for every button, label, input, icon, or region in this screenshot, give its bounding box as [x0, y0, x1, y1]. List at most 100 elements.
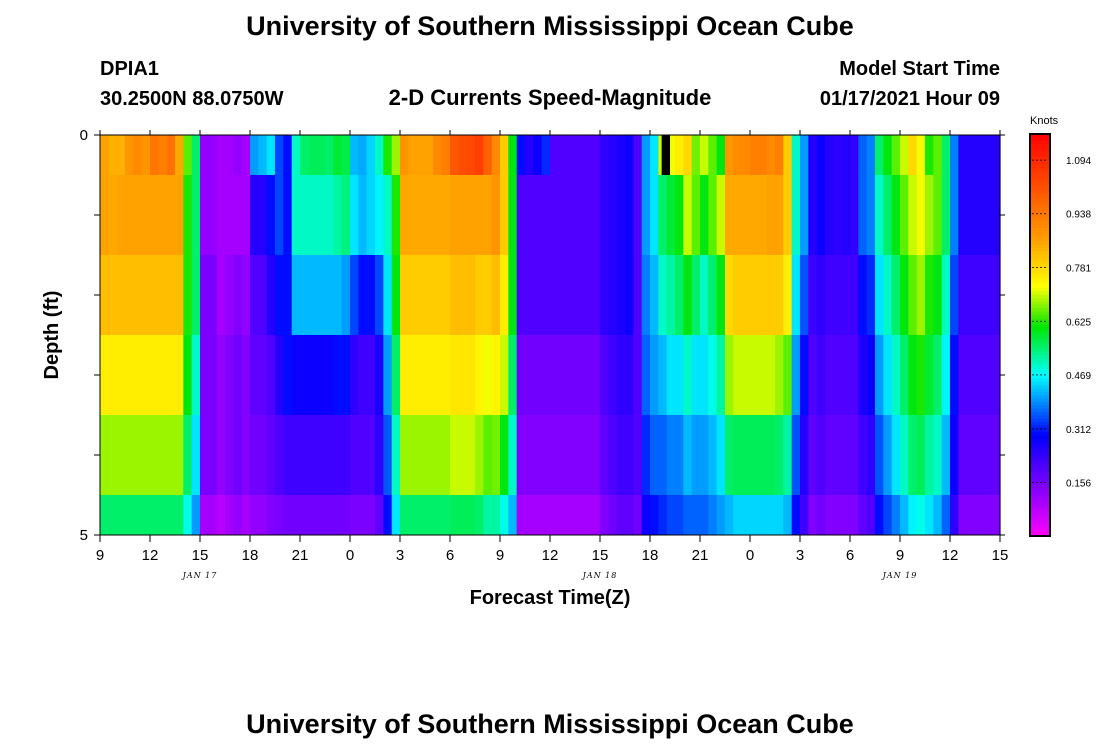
colorbar-segment	[1030, 314, 1050, 319]
heatmap-cell	[658, 175, 668, 256]
colorbar-tick-label: 0.625	[1066, 317, 1091, 328]
heatmap-cell	[808, 415, 818, 496]
heatmap-cell	[625, 335, 634, 416]
heatmap-cell	[100, 175, 109, 256]
heatmap-cell	[758, 255, 768, 336]
x-tick-label: 18	[642, 547, 659, 564]
heatmap-cell	[691, 335, 701, 416]
heatmap-cell	[391, 255, 401, 336]
colorbar-segment	[1030, 495, 1050, 500]
heatmap-cell	[191, 495, 201, 536]
heatmap-cell	[591, 415, 601, 496]
heatmap-cell	[658, 335, 668, 416]
heatmap-cell	[766, 495, 776, 536]
heatmap-cell	[991, 255, 1001, 336]
heatmap-cell	[591, 175, 601, 256]
colorbar-segment	[1030, 512, 1050, 517]
heatmap-cell	[683, 495, 693, 536]
colorbar-segment	[1030, 144, 1050, 148]
heatmap-cell	[516, 175, 526, 256]
heatmap-cell	[475, 335, 484, 416]
colorbar-segment	[1030, 331, 1050, 336]
heatmap-cell	[691, 175, 701, 256]
heatmap-cell	[675, 175, 684, 256]
heatmap-cell	[766, 335, 776, 416]
colorbar-segment	[1030, 268, 1050, 272]
heatmap-cell	[841, 175, 851, 256]
heatmap-cell	[833, 415, 843, 496]
heatmap-cell	[366, 335, 376, 416]
heatmap-cell	[825, 495, 834, 536]
heatmap-cell	[100, 415, 109, 496]
heatmap-cell	[525, 335, 534, 416]
x-tick-label: 3	[396, 547, 404, 564]
heatmap-cell	[366, 495, 376, 536]
heatmap-cell	[500, 135, 509, 176]
heatmap-cell	[308, 175, 318, 256]
heatmap-cell	[458, 415, 468, 496]
heatmap-cell	[975, 255, 984, 336]
heatmap-cell	[350, 335, 359, 416]
heatmap-cell	[358, 335, 368, 416]
heatmap-cell	[550, 415, 559, 496]
heatmap-cell	[616, 175, 626, 256]
heatmap-cell	[750, 255, 759, 336]
heatmap-cell	[600, 135, 609, 176]
heatmap-cell	[950, 135, 959, 176]
heatmap-cell	[350, 255, 359, 336]
heatmap-cell	[800, 175, 809, 256]
colorbar-segment	[1030, 482, 1050, 487]
heatmap-cell	[366, 415, 376, 496]
heatmap-cell	[116, 255, 126, 336]
heatmap-cell	[491, 415, 501, 496]
heatmap-cell	[641, 135, 651, 176]
heatmap-cell	[791, 335, 801, 416]
heatmap-cell	[991, 335, 1001, 416]
heatmap-cell	[116, 415, 126, 496]
heatmap-cell	[966, 335, 976, 416]
colorbar-segment	[1030, 425, 1050, 430]
heatmap-cell	[583, 495, 593, 536]
heatmap-cell	[291, 335, 301, 416]
heatmap-cell	[666, 175, 676, 256]
colorbar-segment	[1030, 368, 1050, 373]
heatmap-cell	[166, 415, 176, 496]
heatmap-cell	[150, 495, 159, 536]
colorbar-segment	[1030, 281, 1050, 286]
colorbar-tick-label: 1.094	[1066, 156, 1091, 167]
colorbar-segment	[1030, 311, 1050, 316]
colorbar-segment	[1030, 529, 1050, 534]
heatmap-cell	[350, 135, 359, 176]
heatmap-cell	[491, 255, 501, 336]
heatmap-cell	[225, 335, 234, 416]
colorbar-segment	[1030, 348, 1050, 353]
heatmap-cell	[200, 415, 209, 496]
heatmap-cell	[900, 415, 909, 496]
heatmap-cell	[125, 415, 134, 496]
heatmap-cell	[475, 255, 484, 336]
heatmap-cell	[775, 135, 784, 176]
colorbar-segment	[1030, 160, 1050, 165]
heatmap-cell	[583, 175, 593, 256]
heatmap-cell	[475, 495, 484, 536]
x-axis-label: Forecast Time(Z)	[470, 587, 631, 609]
colorbar-segment	[1030, 499, 1050, 504]
heatmap-cell	[941, 135, 951, 176]
colorbar-segment	[1030, 422, 1050, 427]
heatmap-cell	[366, 175, 376, 256]
heatmap-cell	[741, 335, 751, 416]
heatmap-cell	[358, 135, 368, 176]
colorbar-segment	[1030, 351, 1050, 356]
heatmap-cell	[641, 335, 651, 416]
heatmap-cell	[650, 415, 659, 496]
heatmap-cell	[225, 495, 234, 536]
heatmap-cell	[891, 175, 901, 256]
colorbar-segment	[1030, 452, 1050, 457]
heatmap-cell	[291, 255, 301, 336]
colorbar-segment	[1030, 398, 1050, 403]
heatmap-cell	[408, 495, 418, 536]
colorbar-segment	[1030, 458, 1050, 463]
x-tick-label: 21	[292, 547, 309, 564]
heatmap-cell	[358, 175, 368, 256]
x-tick-label: 9	[896, 547, 904, 564]
